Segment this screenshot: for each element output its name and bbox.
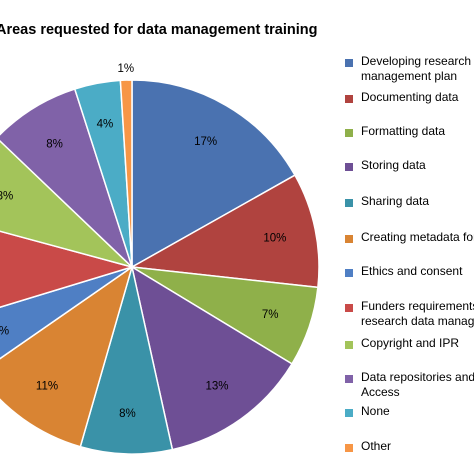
legend-label-11: Other [361, 439, 391, 454]
slice-label-8: 8% [0, 190, 13, 202]
legend-item-3: Storing data [345, 158, 474, 173]
legend-item-1: Documenting data [345, 90, 474, 105]
legend-label-3: Storing data [361, 158, 426, 173]
legend-label-1: Documenting data [361, 90, 458, 105]
legend-label-line: None [361, 404, 390, 418]
legend-swatch-0 [345, 59, 353, 67]
legend-label-line: Documenting data [361, 90, 459, 104]
legend-label-line: Access [361, 385, 400, 399]
legend-item-6: Ethics and consent [345, 264, 474, 279]
pie-slice-6 [0, 266, 133, 360]
slice-label-9: 8% [46, 138, 63, 150]
legend-item-9: Data repositories and OpenAccess [345, 370, 474, 400]
legend-item-5: Creating metadata for data [345, 230, 474, 245]
legend-label-line: Funders requirements for [361, 299, 474, 313]
slice-label-6: 5% [0, 326, 9, 338]
legend-label-line: management plan [361, 69, 458, 83]
slice-label-11: 1% [117, 63, 134, 75]
legend-item-11: Other [345, 439, 474, 454]
slice-label-10: 4% [97, 119, 114, 131]
slice-label-0: 17% [194, 136, 217, 148]
legend-swatch-3 [345, 163, 353, 171]
pie-slice-7 [0, 230, 135, 308]
pie-slice-8 [0, 139, 133, 268]
pie-slice-9 [0, 88, 133, 268]
legend-label-9: Data repositories and OpenAccess [361, 370, 474, 400]
legend-label-8: Copyright and IPR [361, 336, 459, 351]
pie-slice-0 [131, 79, 296, 269]
legend-swatch-11 [345, 444, 353, 452]
chart-title: Areas requested for data management trai… [0, 22, 330, 38]
legend-label-line: Formatting data [361, 124, 446, 138]
legend-item-7: Funders requirements forresearch data ma… [345, 299, 474, 329]
legend-label-line: Data repositories and Open [361, 370, 474, 384]
legend-label-line: Other [361, 439, 392, 453]
legend-item-2: Formatting data [345, 124, 474, 139]
pie-slice-11 [119, 79, 133, 268]
slice-label-5: 11% [36, 381, 58, 393]
pie-slice-5 [0, 265, 134, 448]
legend-swatch-9 [345, 375, 353, 383]
legend-label-line: Creating metadata for data [361, 230, 474, 244]
legend-swatch-6 [345, 269, 353, 277]
legend-swatch-2 [345, 129, 353, 137]
legend-item-4: Sharing data [345, 194, 474, 209]
chart-title-text: Areas requested for data management trai… [0, 22, 318, 38]
legend-label-4: Sharing data [361, 194, 429, 209]
slice-label-2: 7% [262, 309, 279, 321]
legend-swatch-1 [345, 95, 353, 103]
legend-swatch-8 [345, 341, 353, 349]
legend-label-5: Creating metadata for data [361, 230, 474, 245]
legend-label-2: Formatting data [361, 124, 445, 139]
legend-label-line: Ethics and consent [361, 264, 463, 278]
legend-label-line: Sharing data [361, 194, 430, 208]
legend-swatch-10 [345, 409, 353, 417]
slice-label-1: 10% [263, 233, 286, 245]
legend-label-line: Copyright and IPR [361, 336, 460, 350]
legend-label-7: Funders requirements forresearch data ma… [361, 299, 474, 329]
legend-label-10: None [361, 404, 390, 419]
legend-swatch-5 [345, 235, 353, 243]
pie-slice-3 [130, 265, 294, 451]
legend-label-6: Ethics and consent [361, 264, 462, 279]
pie-slice-1 [129, 174, 320, 289]
slice-label-4: 8% [119, 408, 136, 420]
legend-item-8: Copyright and IPR [345, 336, 474, 351]
legend-swatch-7 [345, 304, 353, 312]
legend-swatch-4 [345, 199, 353, 207]
legend-item-10: None [345, 404, 474, 419]
legend-label-line: Storing data [361, 158, 426, 172]
legend-label-line: Developing research data [361, 54, 474, 68]
legend-label-line: research data management [361, 314, 474, 328]
slice-label-3: 13% [205, 381, 228, 393]
pie-slice-4 [79, 266, 174, 455]
